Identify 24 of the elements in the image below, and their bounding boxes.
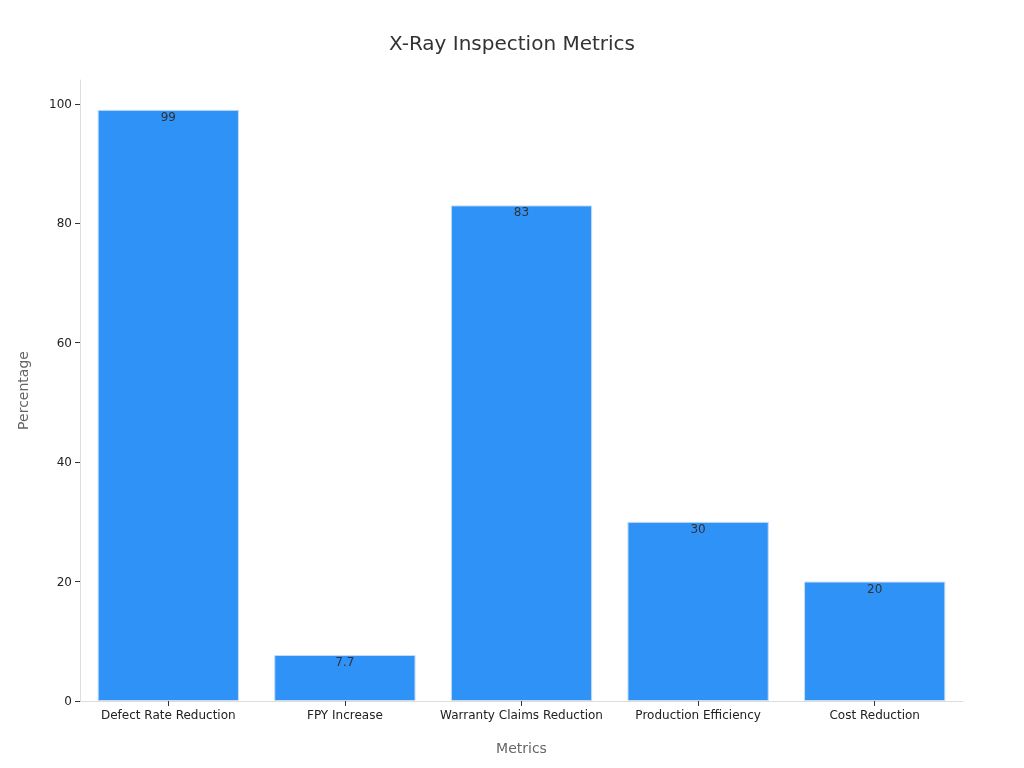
data-label: 30 (690, 521, 706, 536)
bar (450, 205, 593, 701)
y-axis-title: Percentage (15, 351, 31, 430)
x-tick-label: Warranty Claims Reduction (440, 708, 603, 722)
y-tick-label: 0 (64, 694, 72, 708)
x-tick-label: Production Efficiency (635, 708, 761, 722)
bar (274, 655, 416, 701)
y-tick-label: 20 (56, 574, 72, 589)
chart-title: X-Ray Inspection Metrics (388, 31, 636, 55)
data-label: 7.7 (335, 655, 355, 670)
y-tick-label: 80 (56, 216, 72, 231)
y-tick-label: 100 (49, 96, 72, 111)
x-tick-label: FPY Increase (306, 708, 383, 722)
data-label: 20 (867, 581, 883, 596)
bar (627, 521, 769, 701)
bar (804, 581, 946, 701)
x-axis-title: Metrics (496, 740, 547, 756)
x-tick-label: Defect Rate Reduction (100, 708, 236, 722)
y-tick-label: 60 (56, 335, 72, 350)
bar (97, 109, 239, 701)
data-label: 99 (160, 109, 176, 124)
x-tick-label: Cost Reduction (829, 708, 920, 722)
y-tick-label: 40 (56, 455, 72, 470)
data-label: 83 (513, 205, 530, 220)
